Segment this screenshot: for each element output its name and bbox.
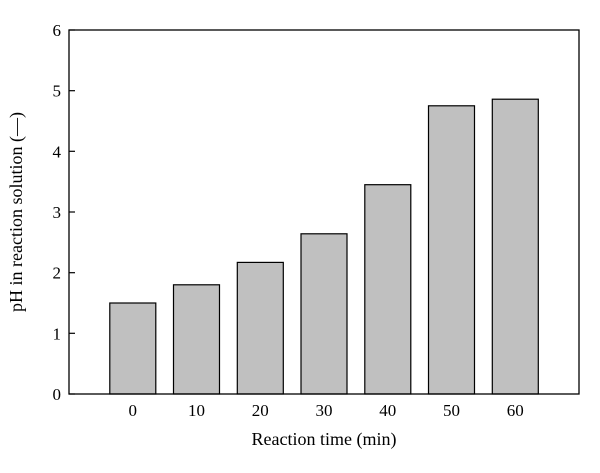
- x-axis: 0 10 20 30 40 50 60: [129, 401, 524, 420]
- bar-30: [300, 233, 348, 395]
- y-axis-title: pH in reaction solution (—): [6, 112, 27, 312]
- x-tick-label-50: 50: [443, 401, 460, 420]
- x-tick-label-10: 10: [188, 401, 205, 420]
- x-axis-title: Reaction time (min): [252, 429, 397, 450]
- x-tick-label-60: 60: [507, 401, 524, 420]
- y-tick-label-1: 1: [53, 324, 62, 343]
- x-tick-label-20: 20: [252, 401, 269, 420]
- x-tick-label-40: 40: [379, 401, 396, 420]
- bar-60: [491, 98, 539, 395]
- bars-group: [109, 98, 539, 395]
- bar-40: [364, 184, 412, 395]
- bar-0: [109, 302, 157, 395]
- y-axis: 0 1 2 3 4 5 6: [53, 21, 75, 404]
- bar-10: [172, 284, 221, 395]
- bar-20: [236, 261, 284, 395]
- x-tick-label-30: 30: [316, 401, 333, 420]
- x-tick-label-0: 0: [129, 401, 138, 420]
- y-tick-label-2: 2: [53, 264, 62, 283]
- bar-50: [427, 105, 476, 395]
- y-tick-label-3: 3: [53, 203, 62, 222]
- y-tick-label-5: 5: [53, 82, 62, 101]
- y-tick-label-6: 6: [53, 21, 62, 40]
- y-tick-label-4: 4: [53, 142, 62, 161]
- y-tick-label-0: 0: [53, 385, 62, 404]
